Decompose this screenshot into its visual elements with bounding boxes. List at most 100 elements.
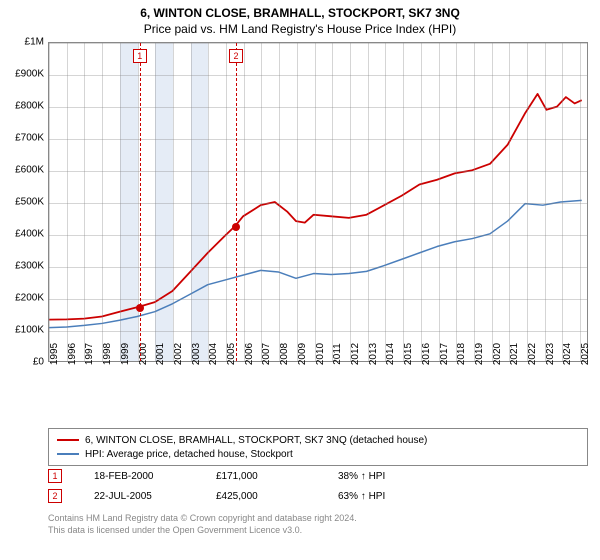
line-series-svg	[49, 43, 587, 361]
x-tick-label: 2017	[439, 343, 450, 365]
event-price: £171,000	[216, 471, 306, 482]
gridline-v	[279, 43, 280, 361]
legend-swatch	[57, 439, 79, 441]
event-marker-icon: 2	[48, 489, 62, 503]
x-tick-label: 2004	[208, 343, 219, 365]
gridline-v	[297, 43, 298, 361]
gridline-v	[474, 43, 475, 361]
gridline-v	[527, 43, 528, 361]
event-date: 22-JUL-2005	[94, 491, 184, 502]
legend-item: HPI: Average price, detached house, Stoc…	[57, 447, 579, 461]
gridline-v	[456, 43, 457, 361]
gridline-v	[403, 43, 404, 361]
gridline-v	[67, 43, 68, 361]
y-tick-label: £600K	[0, 165, 44, 176]
chart-title-1: 6, WINTON CLOSE, BRAMHALL, STOCKPORT, SK…	[0, 6, 600, 20]
x-tick-label: 2006	[244, 343, 255, 365]
event-price: £425,000	[216, 491, 306, 502]
gridline-h	[49, 43, 587, 44]
gridline-v	[49, 43, 50, 361]
gridline-v	[173, 43, 174, 361]
legend-swatch	[57, 453, 79, 455]
event-delta: 63% ↑ HPI	[338, 491, 428, 502]
gridline-v	[102, 43, 103, 361]
gridline-v	[332, 43, 333, 361]
gridline-v	[191, 43, 192, 361]
y-tick-label: £300K	[0, 261, 44, 272]
x-tick-label: 2022	[527, 343, 538, 365]
x-tick-label: 1997	[84, 343, 95, 365]
x-tick-label: 2003	[191, 343, 202, 365]
event-marker-icon: 2	[229, 49, 243, 63]
y-tick-label: £500K	[0, 197, 44, 208]
event-dot-icon	[232, 223, 240, 231]
gridline-v	[385, 43, 386, 361]
gridline-v	[439, 43, 440, 361]
x-tick-label: 2021	[509, 343, 520, 365]
gridline-v	[562, 43, 563, 361]
gridline-h	[49, 107, 587, 108]
gridline-h	[49, 331, 587, 332]
event-row: 1 18-FEB-2000 £171,000 38% ↑ HPI	[48, 466, 588, 486]
gridline-h	[49, 203, 587, 204]
gridline-v	[138, 43, 139, 361]
legend-item: 6, WINTON CLOSE, BRAMHALL, STOCKPORT, SK…	[57, 433, 579, 447]
event-date: 18-FEB-2000	[94, 471, 184, 482]
gridline-v	[509, 43, 510, 361]
x-tick-label: 2014	[385, 343, 396, 365]
event-dot-icon	[136, 304, 144, 312]
gridline-h	[49, 235, 587, 236]
x-tick-label: 2008	[279, 343, 290, 365]
footer-line-1: Contains HM Land Registry data © Crown c…	[48, 512, 588, 524]
legend-label: 6, WINTON CLOSE, BRAMHALL, STOCKPORT, SK…	[85, 435, 427, 446]
x-tick-label: 2024	[562, 343, 573, 365]
gridline-v	[421, 43, 422, 361]
gridline-h	[49, 75, 587, 76]
x-tick-label: 2015	[403, 343, 414, 365]
x-tick-label: 2011	[332, 343, 343, 365]
event-delta: 38% ↑ HPI	[338, 471, 428, 482]
x-tick-label: 2009	[297, 343, 308, 365]
x-tick-label: 1996	[67, 343, 78, 365]
y-tick-label: £400K	[0, 229, 44, 240]
gridline-h	[49, 267, 587, 268]
y-tick-label: £100K	[0, 325, 44, 336]
gridline-v	[120, 43, 121, 361]
gridline-h	[49, 171, 587, 172]
y-tick-label: £200K	[0, 293, 44, 304]
x-tick-label: 2012	[350, 343, 361, 365]
gridline-v	[208, 43, 209, 361]
gridline-v	[368, 43, 369, 361]
gridline-v	[84, 43, 85, 361]
plot-area: 1995199619971998199920002001200220032004…	[48, 42, 588, 362]
x-tick-label: 2013	[368, 343, 379, 365]
gridline-v	[580, 43, 581, 361]
x-tick-label: 2019	[474, 343, 485, 365]
x-tick-label: 1999	[120, 343, 131, 365]
chart-area: 1995199619971998199920002001200220032004…	[48, 42, 588, 382]
x-tick-label: 2018	[456, 343, 467, 365]
event-line	[236, 43, 237, 361]
footer-attribution: Contains HM Land Registry data © Crown c…	[48, 512, 588, 536]
event-line	[140, 43, 141, 361]
footer-line-2: This data is licensed under the Open Gov…	[48, 524, 588, 536]
legend-label: HPI: Average price, detached house, Stoc…	[85, 449, 293, 460]
chart-title-2: Price paid vs. HM Land Registry's House …	[0, 22, 600, 36]
gridline-h	[49, 299, 587, 300]
event-marker-icon: 1	[48, 469, 62, 483]
x-tick-label: 2016	[421, 343, 432, 365]
y-tick-label: £900K	[0, 69, 44, 80]
gridline-v	[350, 43, 351, 361]
x-tick-label: 2025	[580, 343, 591, 365]
event-marker-icon: 1	[133, 49, 147, 63]
x-tick-label: 1995	[49, 343, 60, 365]
gridline-v	[545, 43, 546, 361]
gridline-v	[492, 43, 493, 361]
y-tick-label: £700K	[0, 133, 44, 144]
gridline-v	[261, 43, 262, 361]
gridline-v	[155, 43, 156, 361]
y-tick-label: £800K	[0, 101, 44, 112]
x-tick-label: 2023	[545, 343, 556, 365]
y-tick-label: £1M	[0, 37, 44, 48]
x-tick-label: 2007	[261, 343, 272, 365]
